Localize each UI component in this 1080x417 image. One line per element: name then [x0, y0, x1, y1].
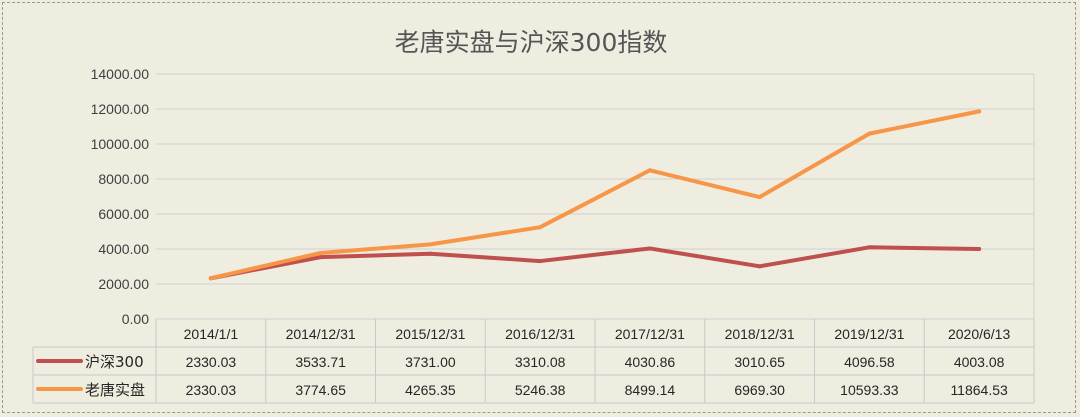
x-tick-label: 2014/12/31: [286, 326, 356, 342]
y-tick-label: 14000.00: [91, 66, 150, 82]
data-point: [318, 250, 323, 255]
y-tick-label: 6000.00: [98, 206, 149, 222]
data-label: 3010.65: [734, 354, 785, 370]
series-line: [208, 245, 982, 281]
data-point: [977, 109, 982, 114]
data-point: [538, 225, 543, 230]
data-point: [428, 251, 433, 256]
data-label: 8499.14: [625, 382, 676, 398]
x-tick-label: 2020/6/13: [948, 326, 1010, 342]
x-tick-label: 2017/12/31: [615, 326, 685, 342]
y-tick-label: 10000.00: [91, 136, 150, 152]
data-table: 2014/1/1 2014/12/31 2015/12/31 2016/12/31 20…: [32, 74, 1035, 404]
series-layer: [208, 109, 982, 281]
y-tick-label: 4000.00: [98, 241, 149, 257]
y-tick-label: 12000.00: [91, 101, 150, 117]
data-label: 4096.58: [844, 354, 895, 370]
x-tick-label: 2015/12/31: [395, 326, 465, 342]
x-tick-label: 2019/12/31: [834, 326, 904, 342]
data-point: [757, 264, 762, 269]
data-label: 3731.00: [405, 354, 456, 370]
y-tick-label: 2000.00: [98, 276, 149, 292]
data-point: [538, 259, 543, 264]
data-point: [647, 246, 652, 251]
legend-label: 沪深300: [85, 353, 144, 371]
data-label: 5246.38: [515, 382, 566, 398]
x-tick-label: 2014/1/1: [184, 326, 239, 342]
series-line: [208, 109, 982, 281]
chart-title: 老唐实盘与沪深300指数: [395, 28, 668, 57]
data-point: [867, 245, 872, 250]
data-point: [757, 195, 762, 200]
data-label: 4003.08: [954, 354, 1005, 370]
y-tick-label: 8000.00: [98, 171, 149, 187]
x-tick-label: 2016/12/31: [505, 326, 575, 342]
data-point: [318, 255, 323, 260]
data-label: 2330.03: [186, 382, 237, 398]
data-label: 10593.33: [840, 382, 899, 398]
legend-label: 老唐实盘: [85, 381, 145, 399]
y-tick-label: 0.00: [122, 311, 149, 327]
data-label: 2330.03: [186, 354, 237, 370]
data-label: 4030.86: [625, 354, 676, 370]
grid-layer: [156, 73, 1034, 320]
data-label: 6969.30: [734, 382, 785, 398]
data-label: 4265.35: [405, 382, 456, 398]
data-label: 3533.71: [295, 354, 346, 370]
data-point: [208, 276, 213, 281]
data-point: [647, 168, 652, 173]
data-label: 3310.08: [515, 354, 566, 370]
data-point: [867, 131, 872, 136]
x-tick-label: 2018/12/31: [725, 326, 795, 342]
data-point: [977, 246, 982, 251]
chart-svg: 老唐实盘与沪深300指数 0.00 2000.00 4000.00 6000.00 80…: [32, 28, 1035, 404]
data-label: 3774.65: [295, 382, 346, 398]
y-axis: 0.00 2000.00 4000.00 6000.00 8000.00 10000.00…: [91, 66, 150, 327]
data-point: [428, 242, 433, 247]
data-label: 11864.53: [950, 382, 1008, 398]
